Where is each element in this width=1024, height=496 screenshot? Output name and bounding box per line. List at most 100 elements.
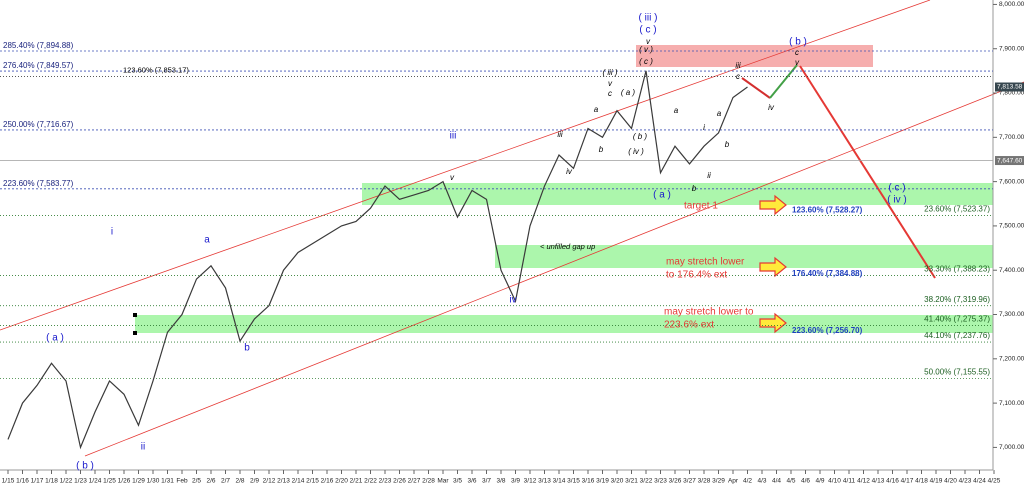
- x-tick-label: 1/17: [31, 478, 44, 485]
- wave-label-minor: ( a ): [621, 88, 636, 97]
- y-tick-label: 7,400.00: [999, 267, 1024, 274]
- x-tick-label: Apr: [728, 478, 739, 485]
- x-tick-label: 4/20: [944, 478, 957, 485]
- wave-label-minor: b: [725, 140, 730, 149]
- wave-label: ( c ): [888, 183, 905, 194]
- x-tick-label: 2/16: [321, 478, 334, 485]
- support-zone: [495, 245, 993, 268]
- wave-label-minor: iii: [735, 61, 741, 70]
- x-tick-label: 4/10: [828, 478, 841, 485]
- support-zone: [362, 183, 993, 205]
- price-tag: [995, 156, 1024, 166]
- x-tick-label: 3/28: [698, 478, 711, 485]
- fib-label: 50.00% (7,155.55): [924, 368, 990, 377]
- x-tick-label: 2/20: [335, 478, 348, 485]
- fib-label: 276.40% (7,849.57): [3, 61, 74, 70]
- wave-label-minor: ( c ): [639, 57, 653, 66]
- wave-label-minor: v: [450, 173, 455, 182]
- x-tick-label: 2/21: [350, 478, 363, 485]
- target-label: 123.60% (7,528.27): [792, 206, 863, 215]
- x-tick-label: 3/16: [582, 478, 595, 485]
- x-tick-label: 1/25: [103, 478, 116, 485]
- target-label: 223.60% (7,256.70): [792, 326, 863, 335]
- note: may stretch lower to: [664, 307, 754, 318]
- x-tick-label: 2/26: [393, 478, 406, 485]
- x-tick-label: 4/17: [901, 478, 914, 485]
- projection-leg: [799, 65, 936, 279]
- x-tick-label: 1/18: [45, 478, 58, 485]
- x-tick-label: 2/14: [292, 478, 305, 485]
- fib-label: 23.60% (7,523.37): [924, 205, 990, 214]
- wave-label-minor: ( b ): [633, 132, 648, 141]
- x-tick-label: 2/13: [277, 478, 290, 485]
- zone-handle: [133, 313, 137, 317]
- x-tick-label: 1/23: [74, 478, 87, 485]
- x-tick-label: 2/28: [422, 478, 435, 485]
- channel-line: [0, 0, 931, 331]
- x-tick-label: 4/2: [743, 478, 752, 485]
- x-tick-label: 3/19: [596, 478, 609, 485]
- zones: [133, 45, 993, 335]
- x-tick-label: 4/11: [843, 478, 856, 485]
- x-tick-label: 4/18: [915, 478, 928, 485]
- arrow: [759, 312, 787, 334]
- channel-line: [84, 81, 1024, 457]
- price-tag: [995, 82, 1024, 92]
- wave-label: ( iv ): [887, 195, 906, 206]
- wave-label-minor: ( v ): [639, 45, 653, 54]
- x-tick-label: 3/12: [524, 478, 537, 485]
- wave-label-minor: c: [795, 48, 799, 57]
- wave-label: ( iii ): [639, 13, 658, 24]
- wave-label-minor: a: [717, 109, 722, 118]
- wave-label-minor: ii: [707, 171, 711, 180]
- gap-note: < unfilled gap up: [540, 242, 595, 251]
- fib-label: 223.60% (7,583.77): [3, 179, 74, 188]
- wave-label: i: [111, 227, 113, 238]
- channel: [0, 0, 1024, 457]
- wave-label-minor: a: [674, 106, 679, 115]
- wave-label: iv: [509, 295, 516, 306]
- wave-label-minor: iv: [566, 167, 573, 176]
- wave-label: ( a ): [653, 190, 671, 201]
- y-tick-label: 7,800.00: [999, 90, 1024, 97]
- x-tick-label: 1/30: [147, 478, 160, 485]
- x-tick-label: 4/25: [988, 478, 1001, 485]
- x-tick-label: Feb: [176, 478, 188, 485]
- wave-label-minor: ( iii ): [602, 68, 617, 77]
- note: target 1: [684, 201, 718, 212]
- x-tick-label: 1/22: [60, 478, 73, 485]
- y-tick-label: 7,000.00: [999, 444, 1024, 451]
- wave-label-minor: c: [608, 89, 612, 98]
- wave-label-minor: ( iv ): [628, 147, 644, 156]
- y-tick-label: 7,500.00: [999, 223, 1024, 230]
- x-tick-label: 3/22: [640, 478, 653, 485]
- x-tick-label: 4/24: [973, 478, 986, 485]
- fib-label: 123.60% (7,853.17): [123, 65, 189, 74]
- wave-label: a: [204, 235, 210, 246]
- x-tick-label: 2/27: [408, 478, 421, 485]
- x-tick-label: 3/23: [654, 478, 667, 485]
- x-tick-label: 1/26: [118, 478, 131, 485]
- wave-label: ( b ): [789, 37, 807, 48]
- wave-label: ( b ): [76, 461, 94, 472]
- zone-handle: [133, 331, 137, 335]
- x-tick-label: 1/16: [16, 478, 29, 485]
- resistance-zone: [636, 45, 873, 67]
- price-tag-label: 7,813.58: [997, 84, 1023, 91]
- y-tick-label: 8,000.00: [999, 1, 1024, 8]
- wave-label-minor: b: [599, 145, 604, 154]
- y-tick-label: 7,300.00: [999, 311, 1024, 318]
- wave-label-minor: a: [594, 105, 599, 114]
- x-tick-label: 4/12: [857, 478, 870, 485]
- arrows: [759, 194, 787, 334]
- fib-label: 33.30% (7,388.23): [924, 265, 990, 274]
- x-tick-label: 2/15: [306, 478, 319, 485]
- wave-label-minor: i: [703, 123, 705, 132]
- x-tick-label: 4/9: [815, 478, 824, 485]
- wave-label: ( c ): [639, 25, 656, 36]
- wave-label-minor: iii: [557, 130, 563, 139]
- x-tick-label: 4/6: [801, 478, 810, 485]
- wave-label: ( a ): [46, 333, 64, 344]
